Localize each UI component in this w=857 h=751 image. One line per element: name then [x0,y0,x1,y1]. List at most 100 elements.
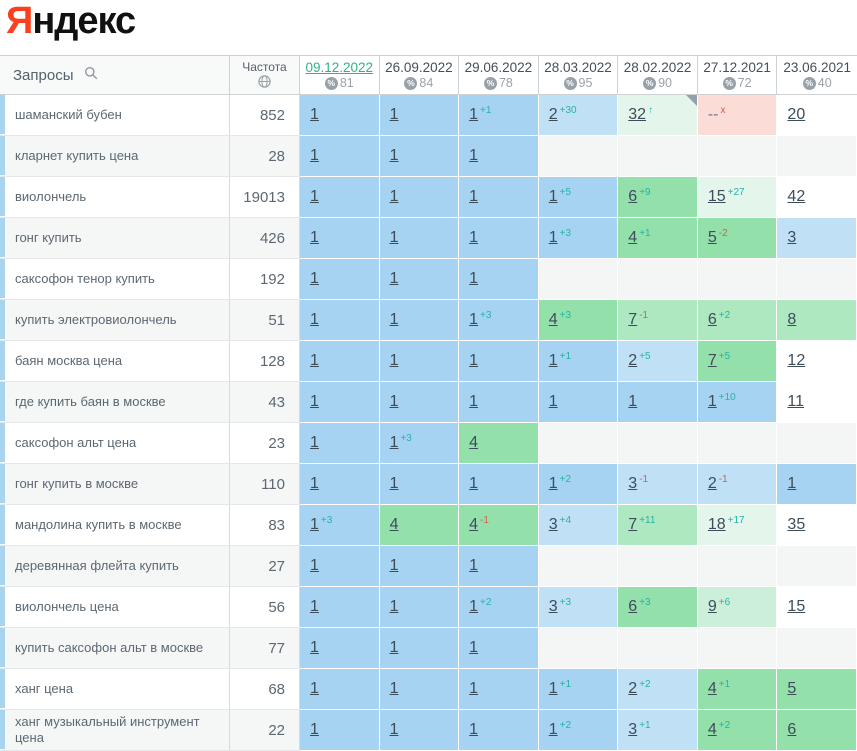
position-link[interactable]: 6 [628,188,638,205]
position-link[interactable]: 9 [707,598,717,615]
position-link[interactable]: 3 [548,516,558,533]
position-link[interactable]: 1 [469,475,479,492]
position-link[interactable]: 1 [310,516,319,533]
position-link[interactable]: 5 [787,680,797,697]
position-link[interactable]: 42 [787,188,806,205]
position-link[interactable]: 1 [548,680,558,697]
position-link[interactable]: 20 [787,106,806,123]
search-icon[interactable] [84,66,98,84]
position-link[interactable]: 1 [469,598,479,615]
position-cell: 1 +1 [459,95,539,136]
position-link[interactable]: 4 [548,311,558,328]
position-link[interactable]: 1 [469,721,479,738]
position-link[interactable]: 1 [469,229,479,246]
position-cell: 1 [459,259,539,300]
position-link[interactable]: 1 [469,188,479,205]
position-link[interactable]: 8 [787,311,797,328]
position-link[interactable]: 1 [787,475,797,492]
position-link[interactable]: 1 [310,270,319,287]
position-link[interactable]: 1 [469,393,479,410]
position-link[interactable]: 1 [310,434,319,451]
position-link[interactable]: 1 [548,352,558,369]
position-link[interactable]: 7 [628,516,638,533]
position-link[interactable]: 1 [310,229,319,246]
position-link[interactable]: 35 [787,516,806,533]
position-link[interactable]: 1 [548,229,558,246]
position-link[interactable]: 6 [628,598,638,615]
position-link[interactable]: 1 [310,147,319,164]
position-link[interactable]: 1 [469,311,479,328]
position-link[interactable]: 7 [628,311,638,328]
position-link[interactable]: 1 [469,352,479,369]
position-link[interactable]: 1 [469,680,479,697]
position-link[interactable]: 1 [389,721,399,738]
position-link[interactable]: 3 [548,598,558,615]
position-link[interactable]: 1 [310,311,319,328]
position-link[interactable]: 3 [628,475,638,492]
position-link[interactable]: 1 [310,393,319,410]
position-link[interactable]: 1 [310,106,319,123]
position-link[interactable]: 1 [389,270,399,287]
position-link[interactable]: 7 [707,352,717,369]
position-link[interactable]: 4 [389,516,399,533]
position-link[interactable]: 1 [469,639,479,656]
position-link[interactable]: 12 [787,352,806,369]
position-link[interactable]: 6 [707,311,717,328]
query-cell: деревянная флейта купить [0,546,230,587]
position-link[interactable]: 1 [469,106,479,123]
position-link[interactable]: 2 [628,352,638,369]
position-link[interactable]: 2 [548,106,558,123]
position-link[interactable]: 1 [389,680,399,697]
position-link[interactable]: 1 [628,393,638,410]
position-link[interactable]: 1 [310,721,319,738]
position-link[interactable]: 1 [548,188,558,205]
position-link[interactable]: 1 [310,475,319,492]
position-link[interactable]: 1 [548,393,558,410]
position-cell: 4 +3 [538,300,619,341]
position-link[interactable]: 1 [310,680,319,697]
position-link[interactable]: 1 [469,270,479,287]
position-link[interactable]: 18 [707,516,726,533]
position-link[interactable]: 1 [707,393,717,410]
position-link[interactable]: 4 [707,680,717,697]
position-link[interactable]: 1 [389,393,399,410]
position-link[interactable]: 1 [310,557,319,574]
position-link[interactable]: 2 [707,475,717,492]
position-link[interactable]: 1 [389,311,399,328]
position-link[interactable]: 1 [389,352,399,369]
position-link[interactable]: 1 [310,352,319,369]
position-link[interactable]: 5 [707,229,717,246]
position-link[interactable]: 4 [469,516,479,533]
position-link[interactable]: 4 [469,434,479,451]
table-row: шаманский бубен 852 1 1 1 +1 2 +30 32 ↑ -- x 20 [0,95,857,136]
position-link[interactable]: 2 [628,680,638,697]
position-link[interactable]: 11 [787,393,805,410]
date-header-label: 28.02.2022 [623,60,692,75]
position-link[interactable]: 1 [548,721,558,738]
position-link[interactable]: 15 [707,188,726,205]
position-link[interactable]: 1 [310,598,319,615]
position-link[interactable]: 1 [548,475,558,492]
position-link[interactable]: 3 [787,229,797,246]
position-link[interactable]: 1 [389,639,399,656]
position-link[interactable]: 1 [469,147,479,164]
position-link[interactable]: 1 [389,229,399,246]
position-link[interactable]: 4 [707,721,717,738]
position-cell: -- x [697,95,778,136]
date-header-link[interactable]: 09.12.2022 [305,60,374,75]
position-link[interactable]: 1 [389,475,399,492]
position-link[interactable]: 32 [628,106,647,123]
position-link[interactable]: 1 [310,639,319,656]
position-link[interactable]: 1 [389,106,399,123]
position-link[interactable]: 1 [389,188,399,205]
position-link[interactable]: 4 [628,229,638,246]
position-link[interactable]: 1 [310,188,319,205]
position-link[interactable]: 15 [787,598,806,615]
position-link[interactable]: 1 [389,598,399,615]
position-link[interactable]: 1 [389,557,399,574]
position-link[interactable]: 3 [628,721,638,738]
position-link[interactable]: 1 [389,147,399,164]
position-link[interactable]: 1 [469,557,479,574]
position-link[interactable]: 6 [787,721,797,738]
position-link[interactable]: 1 [389,434,399,451]
